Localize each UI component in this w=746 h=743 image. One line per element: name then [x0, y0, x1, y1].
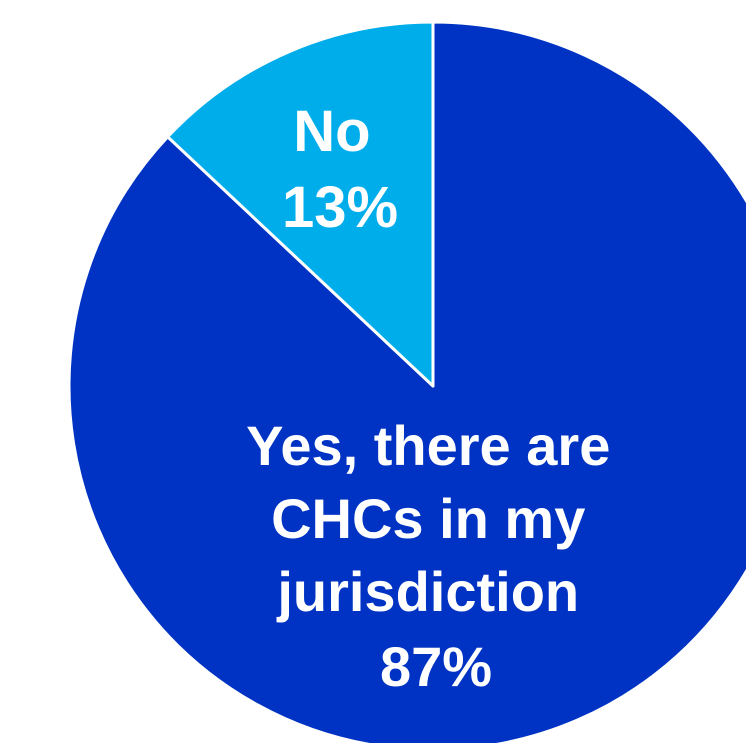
pie-slice-no — [166, 20, 435, 388]
slice-label-yes-line-3: jurisdiction — [276, 560, 579, 623]
slice-label-yes: Yes, there are CHCs in my jurisdiction 8… — [246, 414, 626, 698]
slice-label-no: No 13% — [282, 99, 398, 240]
slice-label-no-line: No — [293, 99, 370, 164]
slice-value-yes: 87% — [380, 635, 492, 698]
slice-label-yes-line-2: CHCs in my — [271, 487, 585, 550]
slice-value-no: 13% — [282, 175, 398, 240]
slice-label-yes-line-1: Yes, there are — [246, 414, 610, 477]
pie-slice-yes — [67, 20, 746, 743]
